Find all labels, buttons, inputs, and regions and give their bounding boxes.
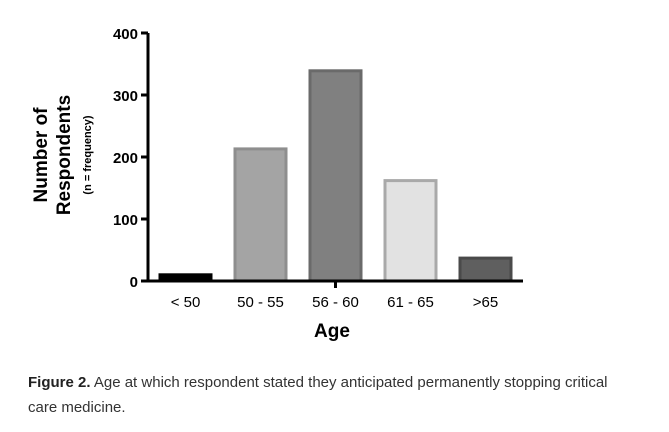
bar-4 [458,256,513,283]
x-tick-label-4: >65 [473,294,498,311]
x-axis-label: Age [314,321,350,342]
y-tick-label-1: 100 [113,212,138,229]
bar-1 [233,147,288,283]
chart-canvas: Number of Respondents (n = frequency) 0 1… [31,26,523,342]
y-axis-label-line1: Number of [31,107,52,203]
bars-group [158,69,513,283]
bar-chart: Number of Respondents (n = frequency) 0 1… [31,26,523,342]
x-tick-label-1: 50 - 55 [237,294,284,311]
y-axis-label-sub: (n = frequency) [82,115,94,194]
y-tick-label-3: 300 [113,88,138,105]
y-tick-label-2: 200 [113,150,138,167]
y-axis-label-line2: Respondents [54,95,75,215]
x-tick-label-0: < 50 [171,294,201,311]
figure-caption-text: Age at which respondent stated they anti… [28,374,608,416]
x-tick-label-2: 56 - 60 [312,294,359,311]
figure-caption-label: Figure 2. [28,374,91,391]
x-tick-label-3: 61 - 65 [387,294,434,311]
y-tick-label-0: 0 [130,274,138,291]
bar-3 [383,179,438,283]
y-axis: 0 100 200 300 400 [113,26,150,291]
x-axis: < 50 50 - 55 56 - 60 61 - 65 >65 [146,279,523,311]
y-tick-label-4: 400 [113,26,138,43]
figure-caption: Figure 2. Age at which respondent stated… [28,370,628,420]
bar-2 [308,69,363,283]
y-axis-label: Number of Respondents (n = frequency) [31,95,94,215]
